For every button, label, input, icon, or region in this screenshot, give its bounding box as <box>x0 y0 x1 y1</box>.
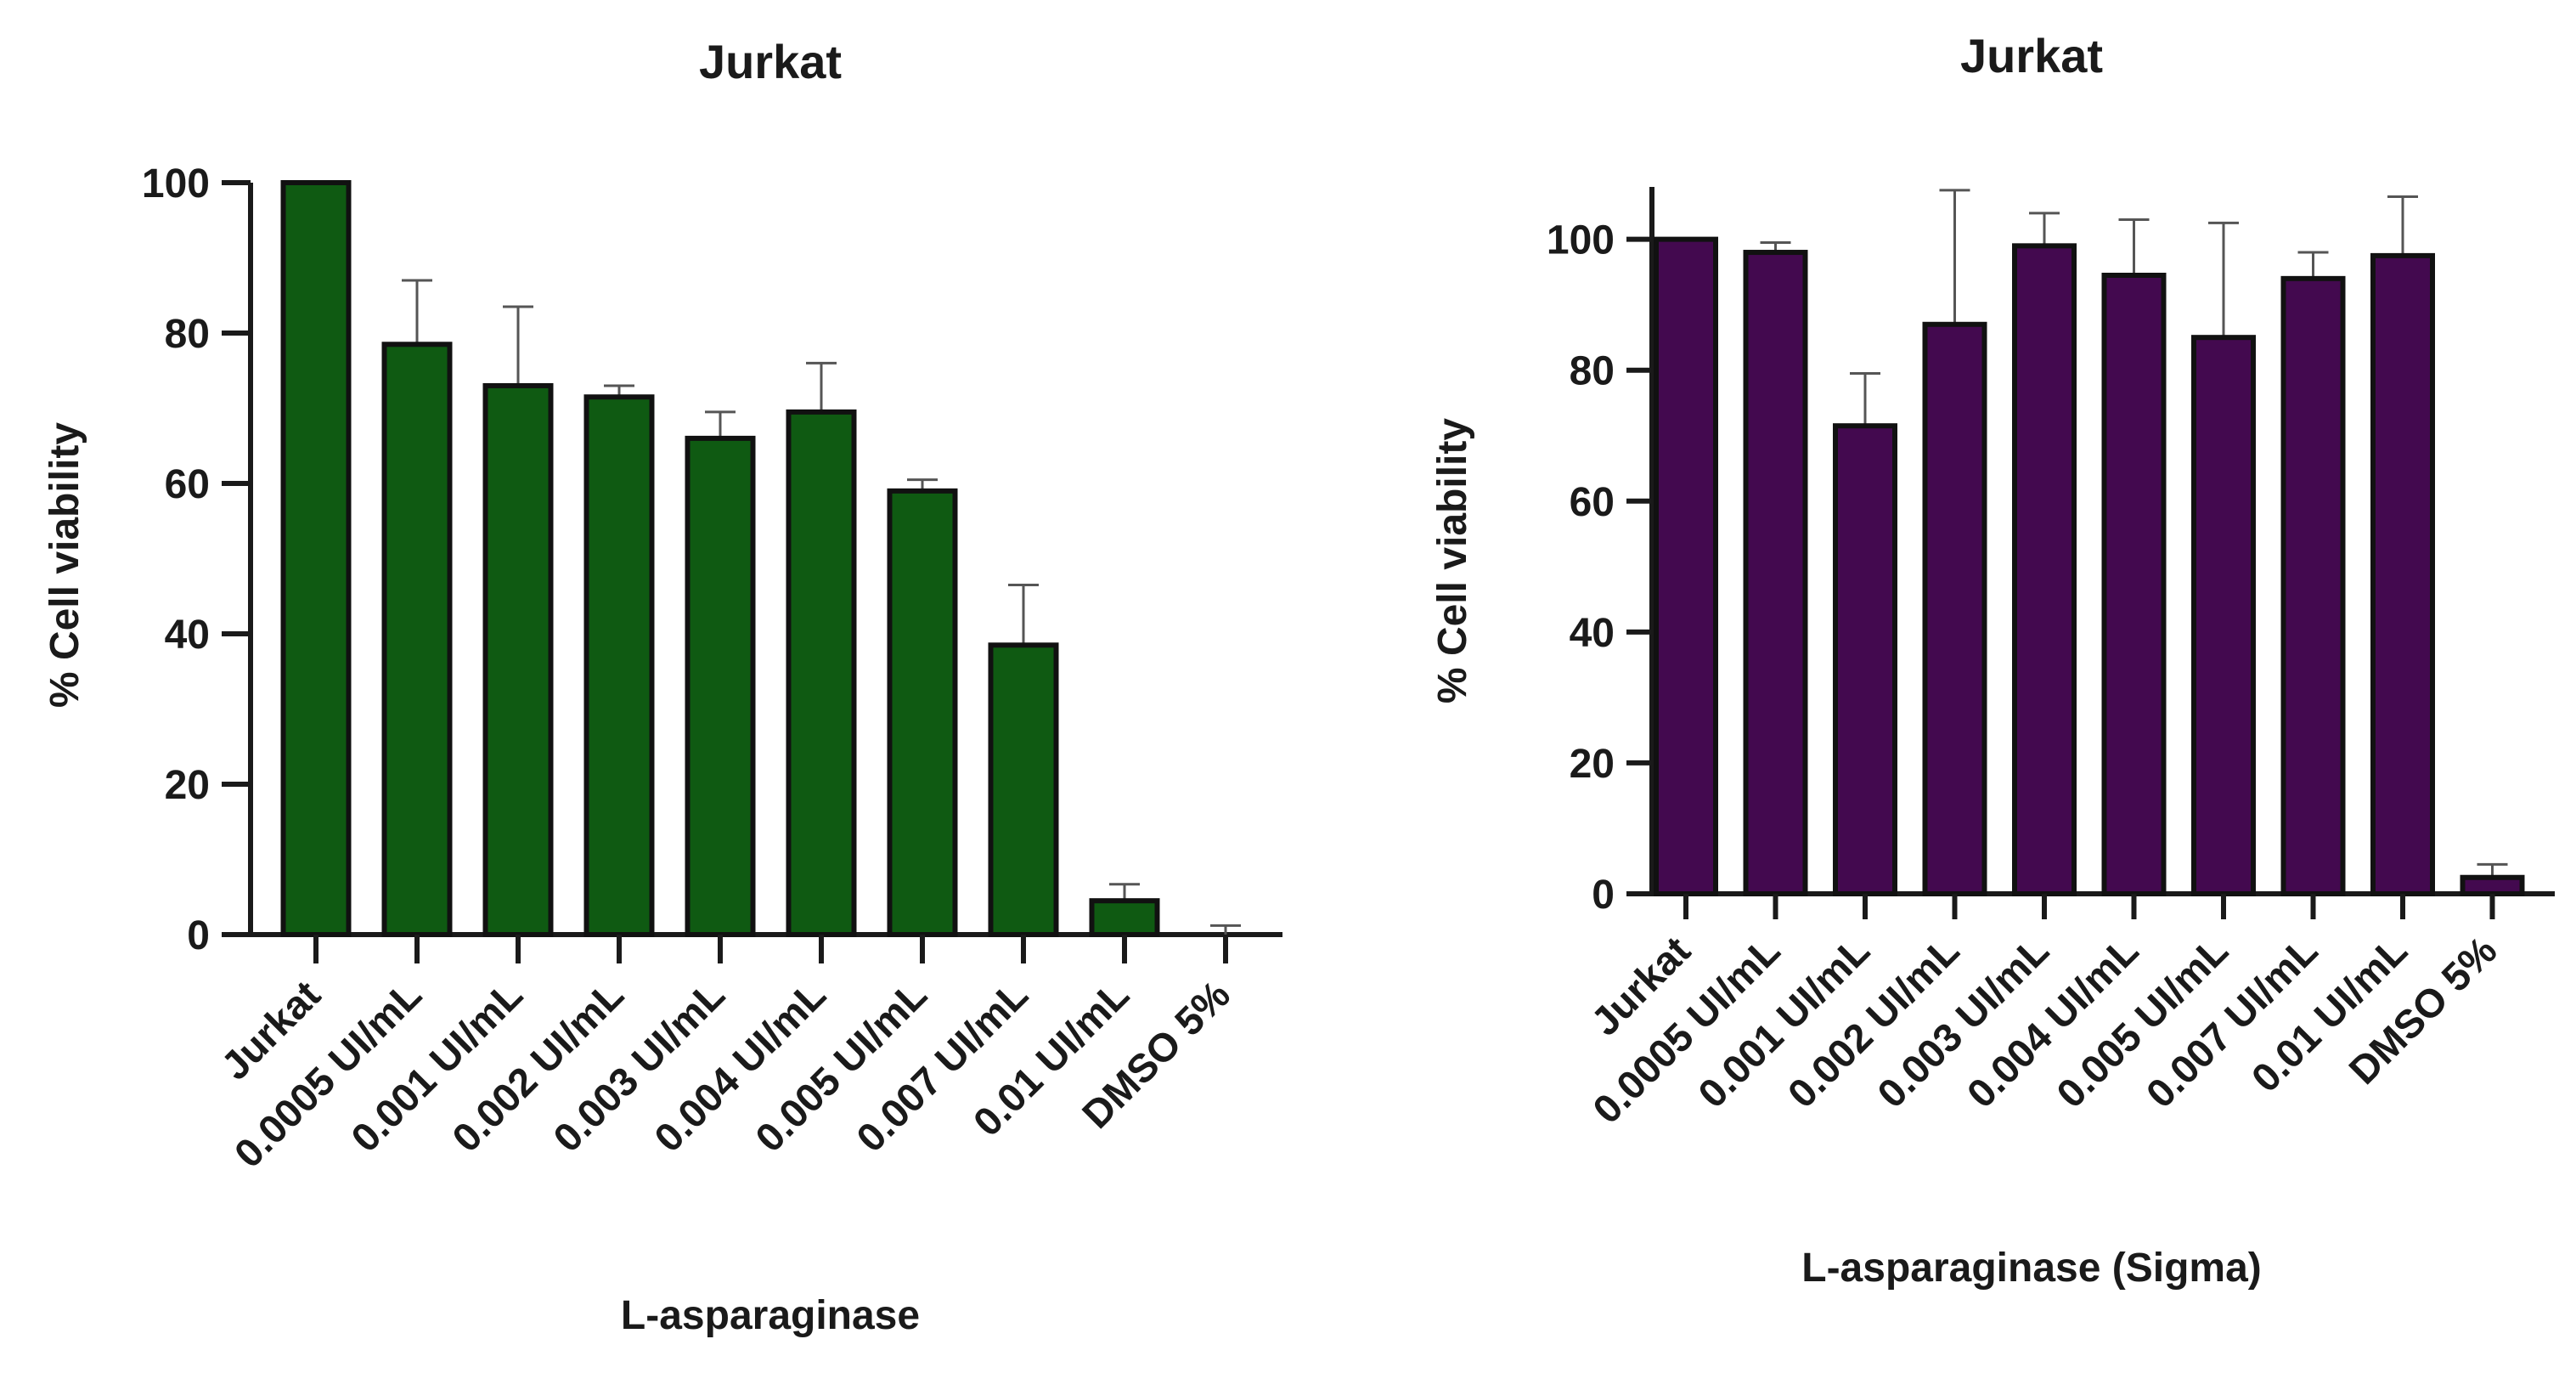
x-axis-label: L-asparaginase (Sigma) <box>1801 1246 2262 1291</box>
bar <box>2191 335 2256 896</box>
bar <box>1922 321 1987 896</box>
y-tick-label: 60 <box>165 462 210 507</box>
bar <box>482 382 554 937</box>
bar <box>1089 898 1160 938</box>
chart-title: Jurkat <box>1960 29 2103 82</box>
y-tick-label: 20 <box>1570 742 1615 787</box>
chart-left: Jurkat % Cell viability L-asparaginase 0… <box>42 35 1282 1338</box>
y-tick-label: 20 <box>165 763 210 808</box>
y-tick-label: 80 <box>1570 349 1615 394</box>
y-tick-label: 80 <box>165 312 210 357</box>
chart-title: Jurkat <box>699 35 842 88</box>
bar <box>583 394 655 938</box>
bar <box>2012 243 2077 897</box>
bar <box>2460 874 2525 896</box>
x-axis-label: L-asparaginase <box>621 1293 920 1338</box>
y-tick-label: 0 <box>187 913 210 958</box>
bar <box>1833 423 1897 896</box>
bar <box>1743 250 1808 896</box>
bar <box>786 409 857 937</box>
bar <box>280 180 352 937</box>
bar <box>988 642 1059 938</box>
y-axis-label: % Cell viability <box>42 422 87 708</box>
y-tick-label: 0 <box>1592 873 1615 918</box>
y-axis-label: % Cell viability <box>1430 418 1475 703</box>
y-tick-label: 40 <box>165 613 210 658</box>
bar <box>685 435 756 937</box>
bar <box>2370 252 2435 896</box>
bar <box>2280 275 2346 896</box>
chart-right: Jurkat % Cell viability L-asparaginase (… <box>1430 29 2555 1291</box>
y-tick-label: 60 <box>1570 480 1615 525</box>
y-tick-label: 40 <box>1570 611 1615 656</box>
y-tick-label: 100 <box>1547 218 1615 263</box>
bar <box>1654 236 1718 896</box>
y-tick-label: 100 <box>142 161 210 206</box>
bar <box>381 342 453 937</box>
bar <box>2101 273 2167 896</box>
bar <box>887 488 958 937</box>
